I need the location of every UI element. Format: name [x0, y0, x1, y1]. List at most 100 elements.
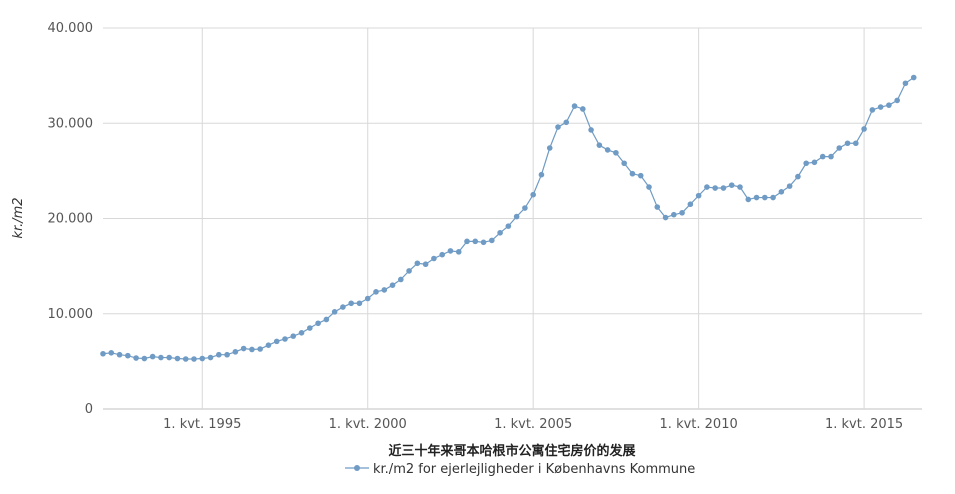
- data-point[interactable]: [513, 213, 520, 220]
- data-point[interactable]: [166, 354, 172, 361]
- data-point[interactable]: [828, 153, 834, 160]
- data-point[interactable]: [489, 237, 495, 244]
- data-point[interactable]: [398, 276, 404, 283]
- data-point[interactable]: [861, 126, 867, 132]
- data-point[interactable]: [464, 238, 470, 245]
- data-point[interactable]: [133, 355, 139, 361]
- data-point[interactable]: [472, 238, 479, 245]
- data-point[interactable]: [282, 336, 288, 342]
- data-point[interactable]: [389, 282, 396, 288]
- data-point[interactable]: [381, 287, 388, 293]
- data-point[interactable]: [555, 124, 561, 130]
- data-point[interactable]: [778, 189, 785, 195]
- data-point[interactable]: [480, 239, 487, 246]
- data-point[interactable]: [182, 356, 189, 362]
- legend[interactable]: kr./m2 for ejerlejligheder i Københavns …: [345, 462, 695, 477]
- data-point[interactable]: [753, 194, 760, 201]
- data-point[interactable]: [191, 356, 197, 362]
- data-point[interactable]: [646, 184, 652, 190]
- data-point[interactable]: [149, 353, 156, 360]
- data-point[interactable]: [298, 330, 305, 336]
- data-point[interactable]: [249, 346, 255, 353]
- data-point[interactable]: [836, 145, 843, 151]
- data-point[interactable]: [307, 325, 313, 331]
- data-point[interactable]: [273, 338, 280, 345]
- data-point[interactable]: [224, 351, 230, 358]
- data-point[interactable]: [290, 333, 297, 339]
- data-point[interactable]: [373, 289, 379, 295]
- data-point[interactable]: [232, 349, 239, 355]
- data-point[interactable]: [762, 194, 768, 201]
- data-point[interactable]: [174, 355, 181, 362]
- data-point[interactable]: [414, 260, 421, 267]
- data-point[interactable]: [795, 173, 801, 180]
- data-point[interactable]: [629, 170, 636, 177]
- data-point[interactable]: [125, 352, 131, 359]
- data-point[interactable]: [811, 159, 818, 166]
- data-point[interactable]: [116, 351, 123, 358]
- data-point[interactable]: [257, 346, 263, 352]
- data-point[interactable]: [406, 268, 412, 274]
- data-point[interactable]: [902, 80, 909, 87]
- data-point[interactable]: [613, 149, 619, 156]
- data-point[interactable]: [604, 147, 611, 153]
- data-point[interactable]: [662, 214, 669, 221]
- data-point[interactable]: [886, 102, 892, 108]
- data-point[interactable]: [522, 205, 528, 211]
- data-point[interactable]: [141, 355, 148, 362]
- data-point[interactable]: [422, 261, 429, 268]
- data-point[interactable]: [240, 345, 247, 352]
- data-point[interactable]: [737, 184, 743, 190]
- data-point[interactable]: [654, 204, 661, 210]
- data-point[interactable]: [265, 342, 272, 348]
- data-point[interactable]: [770, 194, 776, 201]
- data-point[interactable]: [844, 140, 851, 147]
- data-point[interactable]: [431, 255, 437, 262]
- data-point[interactable]: [728, 182, 735, 188]
- data-point[interactable]: [216, 351, 222, 358]
- data-point[interactable]: [869, 107, 876, 113]
- data-point[interactable]: [439, 251, 445, 258]
- data-point[interactable]: [530, 191, 536, 198]
- data-point[interactable]: [455, 249, 462, 255]
- data-point[interactable]: [819, 153, 826, 160]
- data-point[interactable]: [207, 354, 214, 361]
- data-point[interactable]: [447, 248, 454, 254]
- data-point[interactable]: [546, 145, 553, 151]
- data-point[interactable]: [505, 223, 512, 229]
- data-point[interactable]: [588, 127, 594, 133]
- data-point[interactable]: [712, 185, 718, 191]
- data-point[interactable]: [340, 304, 346, 310]
- data-point[interactable]: [596, 142, 603, 148]
- data-point[interactable]: [695, 192, 702, 199]
- data-point[interactable]: [315, 320, 321, 327]
- data-point[interactable]: [704, 184, 710, 190]
- data-point[interactable]: [803, 160, 809, 167]
- data-point[interactable]: [637, 172, 644, 179]
- data-point[interactable]: [199, 355, 206, 362]
- data-point[interactable]: [571, 103, 578, 109]
- data-point[interactable]: [910, 74, 917, 81]
- data-point[interactable]: [786, 183, 793, 189]
- series-points[interactable]: [100, 74, 917, 362]
- data-point[interactable]: [364, 295, 371, 302]
- data-point[interactable]: [687, 201, 694, 208]
- data-point[interactable]: [323, 316, 330, 323]
- data-point[interactable]: [745, 196, 752, 203]
- data-point[interactable]: [538, 171, 545, 178]
- data-point[interactable]: [100, 350, 106, 357]
- data-point[interactable]: [108, 350, 115, 356]
- data-point[interactable]: [671, 211, 677, 218]
- data-point[interactable]: [621, 160, 627, 167]
- data-point[interactable]: [563, 119, 570, 126]
- data-point[interactable]: [877, 104, 884, 110]
- data-point[interactable]: [894, 97, 900, 104]
- data-point[interactable]: [580, 106, 586, 112]
- data-point[interactable]: [356, 300, 363, 307]
- data-point[interactable]: [720, 185, 727, 191]
- data-point[interactable]: [158, 354, 164, 361]
- data-point[interactable]: [853, 140, 859, 147]
- data-point[interactable]: [497, 229, 503, 236]
- data-point[interactable]: [679, 209, 685, 216]
- data-point[interactable]: [348, 300, 354, 307]
